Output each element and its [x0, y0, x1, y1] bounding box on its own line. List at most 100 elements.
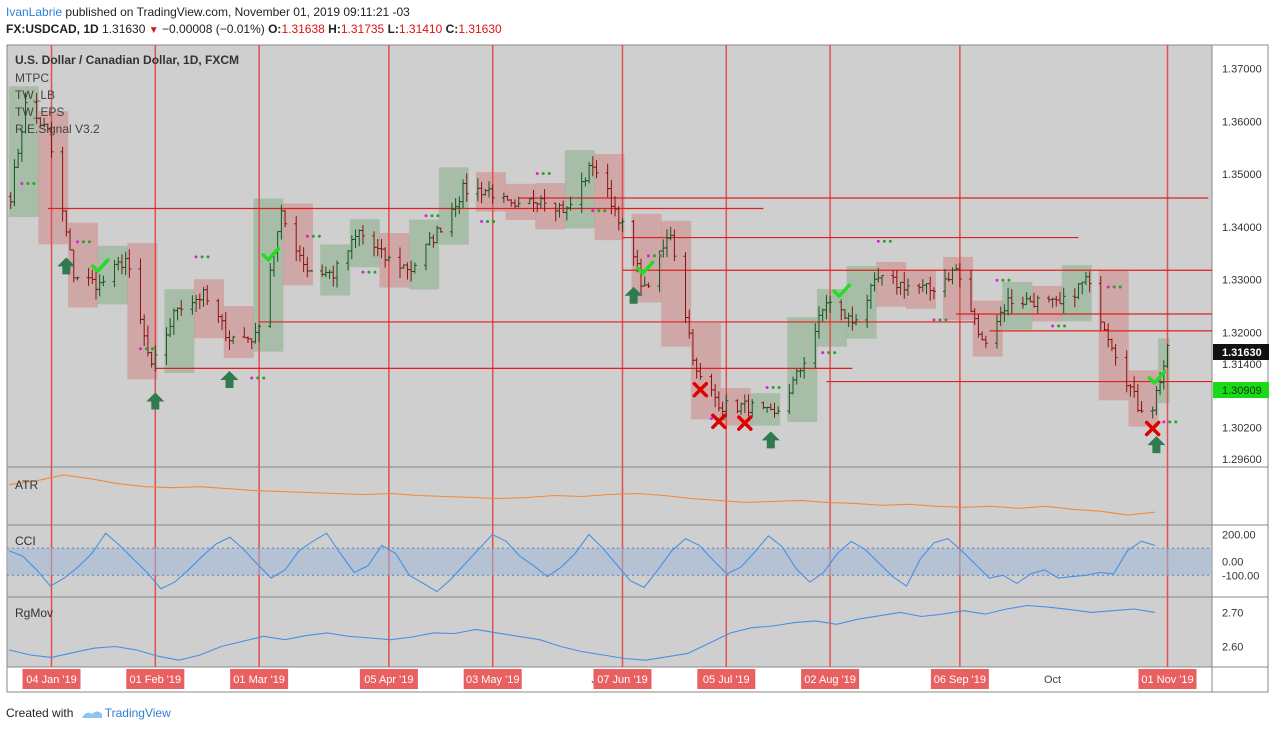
eps-dot [200, 255, 204, 259]
high-value: 1.31735 [340, 22, 385, 36]
bull-check-icon [261, 247, 280, 262]
date-label: 06 Sep '19 [934, 674, 986, 686]
eps-dot [888, 239, 892, 243]
tradingview-link[interactable]: TradingView [104, 706, 171, 720]
eps-dot [938, 318, 942, 322]
eps-dot [150, 347, 154, 351]
indicator-legend-item: TW_LB [15, 88, 55, 102]
cci-tick-label: 0.00 [1222, 557, 1243, 569]
eps-dot [821, 351, 825, 355]
eps-dot [311, 234, 315, 238]
swing-box [438, 167, 469, 245]
date-label: 02 Aug '19 [804, 674, 856, 686]
eps-dot [32, 181, 36, 185]
eps-dot [1174, 420, 1178, 424]
last-price-text: 1.31630 [102, 22, 146, 36]
eps-dot [1063, 324, 1067, 328]
eps-dot [658, 254, 662, 258]
swing-box [349, 219, 380, 268]
swing-box [972, 300, 1003, 357]
eps-dot [765, 385, 769, 389]
buy-arrow-icon [146, 392, 165, 410]
open-label: O: [268, 22, 282, 36]
swing-box [846, 266, 877, 339]
eps-dot [882, 239, 886, 243]
cci-tick-label: -100.00 [1222, 570, 1259, 582]
tradingview-logo-icon [81, 711, 102, 718]
eps-dot [777, 385, 781, 389]
eps-dot [591, 209, 595, 213]
eps-dot [876, 239, 880, 243]
eps-dot [547, 172, 551, 176]
indicator-legend-item: MTPC [15, 71, 49, 85]
swing-box [876, 261, 907, 307]
swing-box [690, 323, 721, 420]
swing-box [943, 256, 973, 321]
swing-box [1098, 270, 1129, 401]
high-label: H: [328, 22, 341, 36]
eps-dot [305, 234, 309, 238]
atr-line [8, 474, 1156, 516]
sell-cross-icon [737, 415, 753, 431]
cci-band [7, 548, 1212, 576]
buy-arrow-icon [624, 286, 643, 304]
eps-dot [262, 376, 266, 380]
date-label-badge [697, 669, 756, 689]
price-tick-label: 1.32000 [1222, 327, 1262, 339]
sell-cross-icon [692, 381, 709, 398]
swing-box [631, 213, 662, 303]
date-label: 05 Jul '19 [703, 674, 750, 686]
published-text: published on TradingView.com, November 0… [65, 5, 410, 19]
eps-dot [1051, 324, 1055, 328]
swing-box [194, 279, 225, 339]
date-label-badge [126, 669, 185, 689]
date-label-badge [930, 669, 989, 689]
indicator-legend-item: R.E.Signal V3.2 [15, 122, 100, 136]
date-label-badge [463, 669, 522, 689]
eps-dot [194, 255, 198, 259]
swing-box [223, 306, 254, 359]
eps-dot [138, 347, 142, 351]
swing-box [787, 317, 818, 423]
swing-box [661, 220, 692, 347]
eps-dot [492, 219, 496, 223]
eps-dot [430, 214, 434, 218]
date-label: 07 Jun '19 [597, 674, 647, 686]
date-label: 01 Mar '19 [233, 674, 285, 686]
publish-info: IvanLabrie published on TradingView.com,… [6, 5, 410, 19]
date-label-badge [22, 669, 81, 689]
sell-cross-icon [1144, 420, 1161, 437]
eps-dot [709, 417, 713, 421]
level-label: 1.30909 [1222, 385, 1262, 397]
eps-dot [1057, 324, 1061, 328]
eps-dot [361, 270, 365, 274]
swing-box [127, 243, 158, 380]
eps-dot [1168, 420, 1172, 424]
eps-dot [833, 351, 837, 355]
eps-dot [436, 214, 440, 218]
price-tick-label: 1.31400 [1222, 359, 1262, 371]
swing-box [283, 203, 314, 286]
symbol-ohlc-bar: FX:USDCAD, 1D 1.31630 ▼ −0.00008 (−0.01%… [6, 22, 502, 36]
swing-box [816, 289, 847, 347]
price-tick-label: 1.35000 [1222, 169, 1262, 181]
date-label-badge [593, 669, 652, 689]
eps-dot [424, 214, 428, 218]
eps-dot [373, 270, 377, 274]
eps-dot [480, 219, 484, 223]
low-value: 1.31410 [398, 22, 443, 36]
eps-dot [75, 240, 79, 244]
sell-cross-icon [711, 413, 727, 430]
change-text: −0.00008 (−0.01%) [162, 22, 265, 36]
author-link[interactable]: IvanLabrie [6, 5, 63, 19]
eps-dot [932, 318, 936, 322]
eps-dot [144, 347, 148, 351]
bull-check-icon [635, 260, 655, 276]
swing-box [320, 244, 351, 296]
swing-box [564, 150, 595, 229]
eps-dot [250, 376, 254, 380]
swing-box [535, 183, 566, 230]
date-label: 05 Apr '19 [364, 674, 413, 686]
price-tick-label: 1.36000 [1222, 116, 1262, 128]
